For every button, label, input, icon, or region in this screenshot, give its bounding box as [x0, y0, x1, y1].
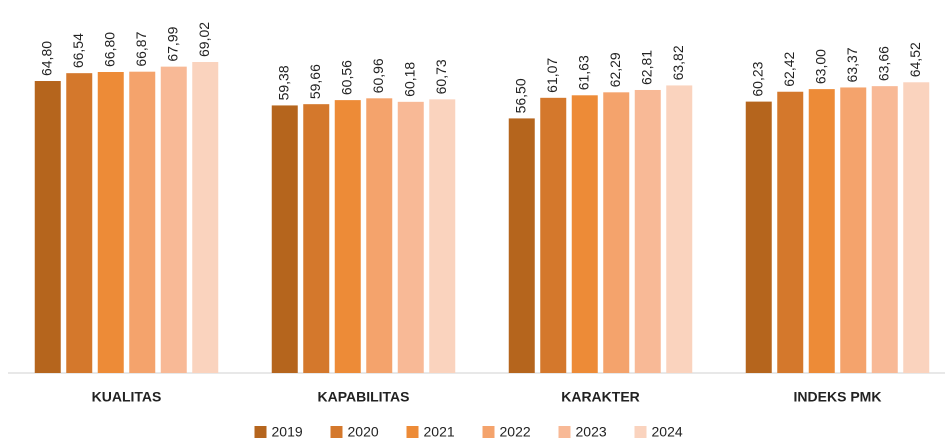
data-label: 60,96	[370, 58, 386, 93]
data-label: 66,54	[70, 33, 86, 68]
data-label: 69,02	[196, 22, 212, 57]
data-label: 64,52	[907, 42, 923, 77]
legend-label: 2021	[424, 424, 455, 440]
bar	[160, 66, 187, 374]
data-label: 60,23	[749, 61, 765, 96]
data-label: 59,66	[307, 64, 323, 99]
data-label: 62,81	[638, 50, 654, 85]
data-label: 63,37	[844, 47, 860, 82]
bar	[777, 91, 804, 374]
bar	[540, 97, 567, 374]
data-label: 62,29	[607, 52, 623, 87]
bar	[871, 86, 898, 373]
legend-label: 2023	[576, 424, 607, 440]
legend-swatch	[634, 426, 647, 438]
data-label: 62,42	[781, 51, 797, 86]
bar	[840, 87, 867, 374]
bar	[571, 95, 598, 373]
x-tick-label: KARAKTER	[561, 389, 640, 405]
legend-swatch	[330, 426, 343, 438]
bar	[34, 81, 61, 373]
bar	[903, 82, 930, 373]
legend-label: 2019	[272, 424, 303, 440]
data-label: 63,66	[875, 46, 891, 81]
data-label: 61,63	[575, 55, 591, 90]
bar	[192, 61, 219, 373]
bar	[429, 99, 456, 373]
legend-swatch	[406, 426, 419, 438]
legend-label: 2024	[652, 424, 683, 440]
x-tick-label: KUALITAS	[92, 389, 162, 405]
data-label: 63,00	[812, 49, 828, 84]
legend-swatch	[254, 426, 267, 438]
bar	[334, 100, 361, 373]
data-label: 59,38	[275, 65, 291, 100]
data-label: 66,87	[133, 31, 149, 66]
bar	[745, 101, 772, 373]
legend-swatch	[558, 426, 571, 438]
bar	[97, 71, 124, 373]
bar	[666, 85, 693, 374]
data-label: 56,50	[512, 78, 528, 113]
data-label: 61,07	[544, 58, 560, 93]
bar	[634, 89, 661, 373]
data-label: 60,73	[433, 59, 449, 94]
bar	[603, 92, 630, 373]
data-label: 66,80	[101, 32, 117, 67]
bar	[366, 98, 393, 373]
bar	[508, 118, 535, 373]
data-label: 67,99	[164, 26, 180, 61]
data-label: 63,82	[670, 45, 686, 80]
bar	[271, 105, 298, 374]
legend-label: 2020	[348, 424, 379, 440]
bar	[66, 73, 93, 373]
data-label: 64,80	[38, 41, 54, 76]
bar	[303, 104, 330, 373]
x-tick-label: KAPABILITAS	[317, 389, 409, 405]
legend-swatch	[482, 426, 495, 438]
bar	[397, 101, 424, 373]
data-label: 60,18	[401, 62, 417, 97]
bar	[129, 71, 156, 373]
data-label: 60,56	[338, 60, 354, 95]
x-tick-label: INDEKS PMK	[794, 389, 882, 405]
legend-label: 2022	[500, 424, 531, 440]
bar	[808, 89, 835, 373]
